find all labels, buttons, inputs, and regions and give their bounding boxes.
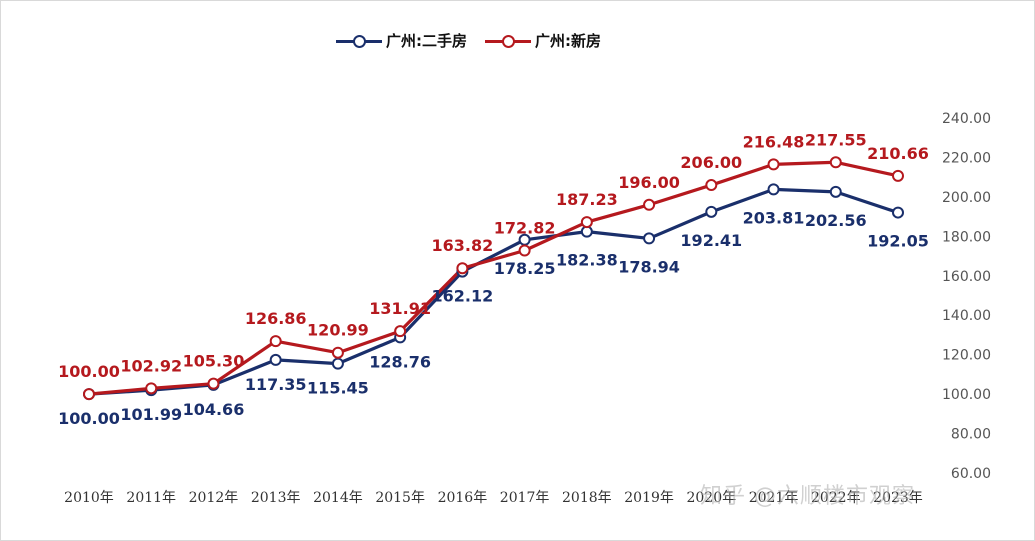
- legend-swatch-resale: [336, 34, 382, 48]
- point-new: [394, 325, 407, 338]
- point-new: [892, 169, 904, 182]
- point-new: [643, 198, 656, 211]
- y-tick-label: 160.00: [942, 269, 991, 285]
- point-resale: [643, 232, 656, 245]
- legend-swatch-new: [485, 34, 531, 48]
- point-resale: [331, 357, 344, 370]
- data-label-resale: 178.25: [494, 259, 556, 278]
- point-new: [518, 244, 531, 257]
- x-tick-label: 2017年: [500, 490, 550, 506]
- watermark: 知乎 @六顺楼市观察: [700, 484, 915, 509]
- point-resale: [705, 205, 718, 218]
- y-tick-label: 80.00: [951, 427, 991, 443]
- legend: 广州:二手房 广州:新房: [336, 30, 601, 51]
- data-label-new: 206.00: [680, 153, 742, 172]
- point-resale: [829, 185, 842, 198]
- x-tick-label: 2021年: [749, 490, 799, 506]
- y-tick-label: 180.00: [942, 229, 991, 245]
- point-resale: [580, 225, 593, 238]
- x-tick-label: 2014年: [313, 490, 363, 506]
- data-label-new: 126.86: [245, 309, 307, 328]
- point-resale: [892, 206, 904, 219]
- data-label-resale: 178.94: [618, 257, 680, 276]
- data-label-new: 131.91: [369, 299, 431, 318]
- point-resale: [269, 353, 282, 366]
- x-tick-label: 2020年: [686, 490, 736, 506]
- data-label-new: 100.00: [58, 362, 120, 381]
- series-layer: [83, 156, 904, 401]
- point-new: [767, 158, 780, 171]
- legend-item-resale: 广州:二手房: [336, 30, 467, 51]
- point-new: [331, 346, 344, 359]
- x-tick-label: 2019年: [624, 490, 674, 506]
- data-label-new: 105.30: [183, 352, 245, 371]
- data-label-new: 196.00: [618, 173, 680, 192]
- y-tick-label: 60.00: [951, 466, 991, 482]
- point-new: [207, 377, 220, 390]
- y-tick-label: 240.00: [942, 111, 991, 127]
- y-tick-label: 200.00: [942, 190, 991, 206]
- data-label-resale: 182.38: [556, 251, 618, 270]
- point-new: [269, 335, 282, 348]
- point-new: [145, 382, 158, 395]
- data-label-new: 172.82: [494, 218, 556, 237]
- point-resale: [767, 183, 780, 196]
- data-label-resale: 202.56: [805, 211, 867, 230]
- data-label-resale: 192.05: [867, 232, 929, 251]
- x-tick-label: 2010年: [64, 490, 114, 506]
- data-label-new: 216.48: [743, 132, 805, 151]
- point-new: [580, 216, 593, 229]
- data-label-resale: 162.12: [432, 287, 494, 306]
- data-label-new: 217.55: [805, 130, 867, 149]
- legend-item-new: 广州:新房: [485, 30, 601, 51]
- data-label-new: 163.82: [432, 236, 494, 255]
- point-new: [83, 388, 95, 401]
- series-line-new: [88, 160, 899, 396]
- y-tick-label: 140.00: [942, 308, 991, 324]
- point-new: [829, 156, 842, 169]
- y-axis-ticks: 60.00 80.00 100.00 120.00 140.00 160.00 180.00…: [942, 111, 991, 482]
- data-label-resale: 192.41: [680, 231, 742, 250]
- data-label-new: 187.23: [556, 190, 618, 209]
- y-tick-label: 120.00: [942, 348, 991, 364]
- data-label-resale: 203.81: [743, 208, 805, 227]
- point-new: [456, 262, 469, 275]
- y-tick-label: 220.00: [942, 150, 991, 166]
- point-new: [705, 179, 718, 192]
- x-tick-label: 2016年: [438, 490, 488, 506]
- series-line-resale: [88, 187, 899, 396]
- data-label-resale: 115.45: [307, 379, 369, 398]
- x-tick-label: 2022年: [811, 490, 861, 506]
- x-tick-label: 2023年: [873, 490, 923, 506]
- legend-label-new: 广州:新房: [535, 32, 601, 50]
- x-tick-label: 2015年: [375, 490, 425, 506]
- data-label-resale: 100.00: [58, 409, 120, 428]
- data-label-resale: 101.99: [120, 405, 182, 424]
- data-label-resale: 117.35: [245, 375, 307, 394]
- x-tick-label: 2018年: [562, 490, 612, 506]
- data-label-resale: 128.76: [369, 352, 431, 371]
- x-tick-label: 2011年: [126, 490, 176, 506]
- y-tick-label: 100.00: [942, 387, 991, 403]
- data-label-resale: 104.66: [183, 400, 245, 419]
- data-label-new: 102.92: [120, 356, 182, 375]
- data-label-new: 120.99: [307, 321, 369, 340]
- data-label-new: 210.66: [867, 144, 929, 163]
- x-tick-label: 2013年: [251, 490, 301, 506]
- x-axis-ticks: 2010年 2011年 2012年 2013年 2014年 2015年 2016年 2017年…: [64, 490, 923, 506]
- x-tick-label: 2012年: [189, 490, 239, 506]
- legend-label-resale: 广州:二手房: [386, 32, 467, 50]
